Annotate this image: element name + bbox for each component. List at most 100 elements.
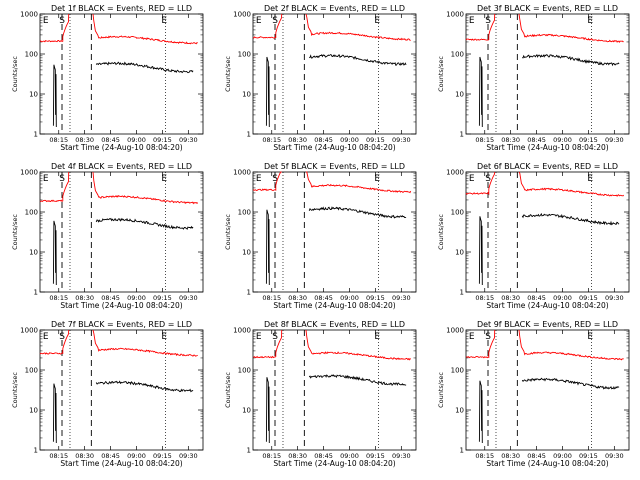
y-tick-label: 100 — [25, 367, 38, 375]
x-tick-label: 08:15 — [49, 294, 68, 302]
series-lld-line — [465, 329, 496, 359]
y-tick-label: 10 — [455, 91, 464, 99]
x-axis-label: Start Time (24-Aug-10 08:04:20) — [273, 459, 395, 468]
series-lld-line — [92, 171, 199, 205]
event-marker: E — [587, 16, 593, 26]
y-tick-label: 10 — [29, 249, 38, 257]
series-lld-line — [39, 171, 70, 203]
y-axis-label: Counts/sec — [224, 372, 232, 408]
event-marker: S — [272, 174, 278, 184]
chart-panel: Det 2f BLACK = Events, RED = LLD 1 10 100 10… — [224, 4, 417, 152]
y-axis-label: Counts/sec — [224, 56, 232, 92]
x-tick-label: 08:30 — [501, 452, 520, 460]
series-events-line — [52, 64, 57, 128]
series-lld-line — [39, 329, 70, 355]
x-tick-label: 09:15 — [153, 136, 172, 144]
chart-panel: Det 9f BLACK = Events, RED = LLD 1 10 100 10… — [437, 320, 630, 468]
x-tick-label: 09:00 — [127, 294, 146, 302]
x-tick-label: 08:15 — [49, 136, 68, 144]
y-tick-label: 10 — [242, 91, 251, 99]
y-tick-label: 100 — [238, 367, 251, 375]
x-tick-label: 08:45 — [527, 294, 546, 302]
y-tick-label: 1 — [34, 289, 38, 297]
y-tick-label: 1 — [460, 131, 464, 139]
y-tick-label: 10 — [29, 91, 38, 99]
series-events-line — [308, 374, 407, 386]
event-marker: S — [272, 16, 278, 26]
y-tick-label: 1 — [460, 289, 464, 297]
event-marker: S — [59, 16, 65, 26]
y-tick-label: 1000 — [20, 11, 38, 19]
series-events-line — [95, 61, 194, 74]
event-marker: E — [469, 16, 475, 26]
event-marker: E — [256, 174, 262, 184]
x-tick-label: 09:30 — [392, 294, 411, 302]
x-tick-label: 09:15 — [153, 294, 172, 302]
chart-panel: Det 1f BLACK = Events, RED = LLD 1 10 100 10… — [11, 4, 204, 152]
y-tick-label: 1000 — [233, 11, 251, 19]
plot-frame — [465, 13, 630, 135]
chart-panel: Det 4f BLACK = Events, RED = LLD 1 10 100 10… — [11, 162, 204, 310]
series-events-line — [308, 206, 407, 219]
y-tick-label: 10 — [455, 407, 464, 415]
series-lld-line — [305, 13, 411, 41]
chart-title: Det 9f BLACK = Events, RED = LLD — [477, 320, 618, 329]
y-tick-label: 1 — [247, 447, 251, 455]
series-lld-line — [518, 171, 625, 197]
event-marker: S — [485, 16, 491, 26]
x-tick-label: 08:45 — [527, 452, 546, 460]
y-axis-label: Counts/sec — [224, 214, 232, 250]
y-tick-label: 100 — [451, 51, 464, 59]
series-lld-line — [306, 171, 412, 194]
series-lld-line — [305, 329, 412, 361]
chart-title: Det 6f BLACK = Events, RED = LLD — [477, 162, 618, 171]
x-tick-label: 08:30 — [75, 136, 94, 144]
plot-frame — [252, 13, 417, 135]
x-tick-label: 08:15 — [475, 136, 494, 144]
series-events-line — [478, 216, 483, 286]
chart-title: Det 4f BLACK = Events, RED = LLD — [51, 162, 192, 171]
x-tick-label: 09:15 — [153, 452, 172, 460]
x-tick-label: 09:00 — [553, 452, 572, 460]
y-tick-label: 100 — [451, 367, 464, 375]
event-marker: E — [161, 332, 167, 342]
event-marker: E — [161, 174, 167, 184]
y-axis-label: Counts/sec — [437, 372, 445, 408]
x-tick-label: 09:30 — [392, 452, 411, 460]
x-tick-label: 08:45 — [527, 136, 546, 144]
x-tick-label: 09:00 — [340, 452, 359, 460]
x-tick-label: 09:30 — [179, 452, 198, 460]
series-events-line — [95, 217, 194, 230]
series-lld-line — [465, 171, 496, 196]
series-events-line — [309, 54, 407, 66]
x-tick-label: 08:45 — [314, 452, 333, 460]
event-marker: E — [587, 174, 593, 184]
x-tick-label: 09:30 — [605, 136, 624, 144]
x-tick-label: 08:30 — [501, 294, 520, 302]
event-marker: E — [43, 332, 49, 342]
x-tick-label: 09:15 — [579, 136, 598, 144]
x-tick-label: 09:00 — [553, 136, 572, 144]
x-tick-label: 09:00 — [127, 136, 146, 144]
chart-title: Det 3f BLACK = Events, RED = LLD — [477, 4, 618, 13]
plot-frame — [39, 171, 204, 293]
x-axis-label: Start Time (24-Aug-10 08:04:20) — [60, 459, 182, 468]
x-tick-label: 08:30 — [501, 136, 520, 144]
x-tick-label: 08:30 — [288, 452, 307, 460]
series-lld-line — [252, 171, 282, 192]
event-marker: E — [256, 332, 262, 342]
x-axis-label: Start Time (24-Aug-10 08:04:20) — [273, 301, 395, 310]
y-tick-label: 1000 — [20, 169, 38, 177]
y-tick-label: 1 — [34, 447, 38, 455]
x-tick-label: 09:15 — [366, 136, 385, 144]
x-tick-label: 08:30 — [288, 136, 307, 144]
series-events-line — [478, 56, 483, 128]
chart-panel: Det 8f BLACK = Events, RED = LLD 1 10 100 10… — [224, 320, 417, 468]
x-tick-label: 08:15 — [475, 294, 494, 302]
series-lld-line — [465, 13, 496, 41]
y-tick-label: 1 — [247, 289, 251, 297]
event-marker: E — [43, 16, 49, 26]
series-events-line — [521, 377, 620, 390]
chart-title: Det 2f BLACK = Events, RED = LLD — [264, 4, 405, 13]
